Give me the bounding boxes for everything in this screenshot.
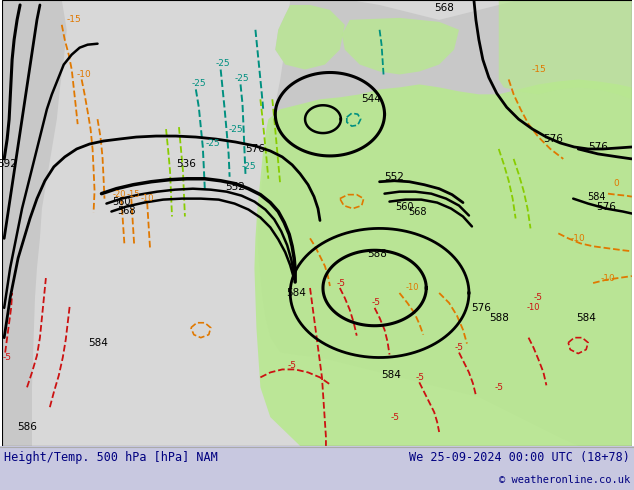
Text: 0: 0	[613, 179, 619, 188]
Text: -10: -10	[527, 303, 540, 312]
Text: 536: 536	[176, 159, 196, 169]
Polygon shape	[320, 15, 419, 54]
Text: 576: 576	[543, 134, 563, 144]
Text: 568: 568	[408, 206, 427, 217]
Text: -15: -15	[67, 15, 81, 24]
Text: -5: -5	[416, 373, 425, 382]
Text: -25: -25	[241, 162, 256, 171]
Text: -5: -5	[288, 361, 297, 370]
Text: 584: 584	[576, 313, 596, 323]
Text: -5: -5	[534, 294, 543, 302]
Text: -25: -25	[234, 74, 249, 83]
Text: 584: 584	[587, 192, 605, 201]
Text: 584: 584	[382, 370, 401, 380]
Text: -10: -10	[140, 194, 154, 203]
Text: -20: -20	[113, 190, 126, 199]
Text: 568: 568	[434, 3, 454, 13]
Polygon shape	[499, 0, 632, 99]
Text: -5: -5	[336, 278, 346, 288]
Text: 560: 560	[395, 201, 413, 212]
Text: 588: 588	[489, 313, 508, 323]
Text: -15: -15	[531, 65, 546, 74]
Text: -25: -25	[228, 124, 243, 134]
Text: -5: -5	[371, 298, 380, 307]
Text: -5: -5	[391, 413, 400, 421]
Text: 576: 576	[471, 303, 491, 313]
Text: -25: -25	[191, 79, 206, 88]
Text: 576: 576	[588, 142, 608, 152]
Polygon shape	[2, 0, 67, 446]
Text: -10: -10	[600, 273, 616, 283]
Text: © weatheronline.co.uk: © weatheronline.co.uk	[499, 475, 630, 485]
Polygon shape	[254, 79, 632, 446]
Text: 576: 576	[245, 144, 266, 154]
Text: -5: -5	[495, 383, 503, 392]
Text: 584: 584	[286, 288, 306, 298]
Polygon shape	[275, 5, 345, 70]
Text: 568: 568	[117, 205, 136, 216]
Text: -10: -10	[406, 284, 419, 293]
Text: 584: 584	[89, 338, 108, 347]
Text: -15: -15	[127, 190, 140, 199]
Text: 544: 544	[361, 94, 382, 104]
Polygon shape	[342, 18, 459, 74]
Text: 588: 588	[368, 249, 387, 259]
Text: -10: -10	[76, 70, 91, 79]
Text: -10: -10	[571, 234, 586, 243]
Polygon shape	[257, 0, 632, 446]
Text: -25: -25	[216, 59, 230, 68]
Text: -5: -5	[455, 343, 463, 352]
Text: We 25-09-2024 00:00 UTC (18+78): We 25-09-2024 00:00 UTC (18+78)	[409, 451, 630, 465]
Text: 586: 586	[17, 422, 37, 432]
Text: 576: 576	[596, 201, 616, 212]
Text: 592: 592	[0, 159, 17, 169]
Text: 552: 552	[385, 172, 404, 182]
Text: Height/Temp. 500 hPa [hPa] NAM: Height/Temp. 500 hPa [hPa] NAM	[4, 451, 217, 465]
Text: 552: 552	[226, 182, 245, 192]
Text: -25: -25	[205, 140, 220, 148]
Text: 560: 560	[112, 196, 131, 207]
Polygon shape	[275, 5, 345, 70]
Text: -5: -5	[3, 353, 11, 362]
